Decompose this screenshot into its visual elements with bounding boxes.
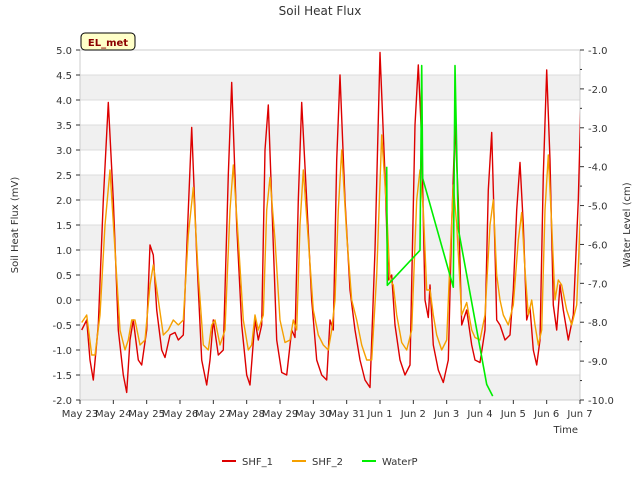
y-tick-label: 2.5 xyxy=(56,171,72,182)
x-tick-label: May 28 xyxy=(228,409,265,420)
x-tick-label: Jun 3 xyxy=(433,409,459,420)
background-band xyxy=(80,175,580,200)
background-band xyxy=(80,200,580,225)
legend-label-shf-2: SHF_2 xyxy=(312,457,343,468)
series-lines xyxy=(81,51,580,397)
y2-axis-label: Water Level (cm) xyxy=(622,182,633,267)
y2-tick-label: -1.0 xyxy=(588,46,608,57)
series-line-shf-2 xyxy=(81,134,580,361)
y2-tick-label: -7.0 xyxy=(588,279,608,290)
chart-title: Soil Heat Flux xyxy=(279,4,362,18)
x-tick-label: Jun 5 xyxy=(500,409,526,420)
x-tick-label: May 30 xyxy=(295,409,332,420)
y-tick-label: 5.0 xyxy=(56,46,72,57)
background-band xyxy=(80,375,580,400)
legend: SHF_1 SHF_2 WaterP xyxy=(222,457,418,468)
background-band xyxy=(80,350,580,375)
y2-tick-label: -3.0 xyxy=(588,124,608,135)
legend-label-shf-1: SHF_1 xyxy=(242,457,273,468)
y2-tick-label: -9.0 xyxy=(588,357,608,368)
left-y-axis-ticks: -2.0 -1.5 -1.0 -0.5 0.0 0.5 1.0 1.5 2.0 2.5 3.0 3.5… xyxy=(52,46,80,407)
background-band xyxy=(80,100,580,125)
y-tick-label: 3.0 xyxy=(56,146,72,157)
x-tick-label: May 24 xyxy=(95,409,132,420)
y-tick-label: -1.0 xyxy=(52,346,72,357)
y2-tick-label: -2.0 xyxy=(588,85,608,96)
x-tick-label: May 26 xyxy=(162,409,199,420)
x-tick-label: May 23 xyxy=(62,409,99,420)
background-band xyxy=(80,50,580,75)
y-tick-label: 3.5 xyxy=(56,121,72,132)
background-band xyxy=(80,75,580,100)
background-band xyxy=(80,150,580,175)
y-axis-label: Soil Heat Flux (mV) xyxy=(10,177,21,274)
y2-tick-label: -8.0 xyxy=(588,318,608,329)
x-tick-label: May 25 xyxy=(128,409,165,420)
x-axis-label: Time xyxy=(553,425,578,436)
y-tick-label: 0.5 xyxy=(56,271,72,282)
y2-tick-label: -4.0 xyxy=(588,163,608,174)
x-tick-label: May 27 xyxy=(195,409,232,420)
y-tick-label: -2.0 xyxy=(52,396,72,407)
station-badge: EL_met xyxy=(80,32,136,51)
x-tick-label: Jun 1 xyxy=(366,409,392,420)
station-badge-label: EL_met xyxy=(88,38,128,49)
y-tick-label: 4.5 xyxy=(56,71,72,82)
x-tick-label: Jun 2 xyxy=(400,409,426,420)
y2-tick-label: -10.0 xyxy=(588,396,614,407)
y-tick-label: 4.0 xyxy=(56,96,72,107)
y2-tick-label: -6.0 xyxy=(588,240,608,251)
background-band xyxy=(80,225,580,250)
legend-label-waterp: WaterP xyxy=(382,457,418,468)
y-tick-label: -0.5 xyxy=(52,321,72,332)
y-tick-label: 2.0 xyxy=(56,196,72,207)
x-tick-label: Jun 7 xyxy=(566,409,592,420)
background-band xyxy=(80,125,580,150)
y-tick-label: 1.5 xyxy=(56,221,72,232)
y-tick-label: 0.0 xyxy=(56,296,72,307)
x-tick-label: May 31 xyxy=(328,409,365,420)
x-tick-label: May 29 xyxy=(262,409,299,420)
series-line-waterp xyxy=(385,64,494,397)
y-tick-label: -1.5 xyxy=(52,371,72,382)
x-tick-label: Jun 4 xyxy=(466,409,492,420)
x-tick-label: Jun 6 xyxy=(533,409,559,420)
y-tick-label: 1.0 xyxy=(56,246,72,257)
y2-tick-label: -5.0 xyxy=(588,202,608,213)
right-y-axis-ticks: -10.0 -9.0 -8.0 -7.0 -6.0 -5.0 -4.0 -3.0 -2.0 -1.… xyxy=(580,46,614,407)
